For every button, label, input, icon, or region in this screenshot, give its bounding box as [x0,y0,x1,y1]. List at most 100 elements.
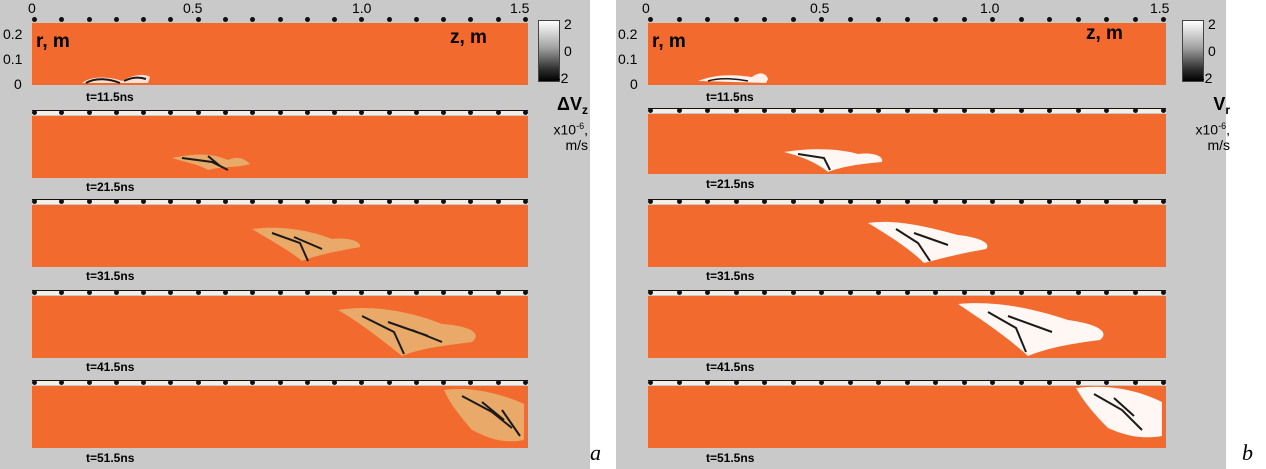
axis-tick-mark [113,199,119,204]
r-axis-label: r, m [36,31,70,52]
axis-tick-mark [32,110,37,115]
disturbance-plume [784,149,883,172]
axis-tick-mark [1161,199,1166,204]
time-label: t=21.5ns [86,180,135,194]
axis-tick-mark [141,110,147,115]
axis-tick-mark [876,290,881,295]
time-label: t=11.5ns [706,90,754,104]
axis-tick-mark [705,380,710,385]
axis-tick-mark [961,17,967,22]
axis-tick-mark [1132,17,1138,22]
axis-tick-mark [304,110,310,115]
axis-tick-mark [733,108,739,113]
colorbar-max: 2 [564,16,572,32]
axis-tick-mark [819,17,824,22]
axis-tick-mark [847,380,853,385]
axis-tick-mark [523,17,528,22]
r-axis-label: r, m [652,31,686,52]
axis-tick-mark [359,380,365,385]
axis-tick-mark [59,199,65,204]
axis-tick-mark [819,199,824,204]
axis-tick-mark [1047,380,1052,385]
panel-1: r, m z, m [648,17,1166,87]
axis-tick-mark [1018,199,1024,204]
axis-tick-mark [648,290,653,295]
time-label: t=31.5ns [706,269,755,283]
axis-tick-mark [904,290,910,295]
axis-tick-mark [1132,380,1138,385]
axis-tick-mark [86,199,92,204]
panel-5 [32,380,528,448]
axis-tick-mark [413,290,419,295]
field-area [648,386,1166,448]
disturbance-plume [338,307,476,356]
axis-tick-mark [1161,108,1166,113]
axis-tick-mark [1104,199,1109,204]
axis-tick-mark [705,199,710,204]
axis-tick-mark [468,199,474,204]
x-tick-label: 1.0 [352,0,372,16]
axis-tick-mark [762,17,767,22]
disturbance-plume [1076,386,1162,438]
axis-tick-mark [1018,17,1024,22]
time-label: t=41.5ns [86,360,135,374]
axis-tick-mark [386,380,392,385]
axis-tick-mark [847,290,853,295]
axis-tick-mark [468,290,474,295]
x-tick-label: 1.5 [510,0,530,16]
colorbar-max: 2 [1208,16,1216,32]
axis-tick-mark [32,380,37,385]
axis-tick-mark [113,110,119,115]
disturbance-plume [444,388,524,442]
axis-tick-mark [1018,290,1024,295]
axis-tick-mark [195,290,201,295]
axis-tick-mark [523,199,528,204]
time-label: t=11.5ns [86,90,134,104]
axis-tick-mark [86,380,92,385]
axis-tick-mark [1104,290,1109,295]
axis-tick-mark [495,290,501,295]
axis-tick-mark [413,199,419,204]
x-tick-label: 0.5 [810,0,830,16]
axis-tick-mark [933,17,938,22]
axis-tick-mark [59,380,65,385]
axis-tick-mark [523,110,528,115]
axis-tick-mark [495,380,501,385]
axis-tick-mark [790,108,796,113]
y-tick-label: 0.1 [618,51,638,67]
y-tick-label: 0 [630,76,638,92]
axis-tick-mark [648,199,653,204]
axis-tick-mark [762,108,767,113]
axis-tick-mark [495,110,501,115]
axis-tick-mark [332,110,338,115]
axis-tick-mark [705,290,710,295]
axis-tick-mark [676,108,682,113]
time-label: t=31.5ns [86,269,135,283]
axis-tick-mark [733,380,739,385]
field-area [32,116,528,178]
axis-tick-mark [1161,290,1166,295]
field-area [648,114,1166,174]
axis-tick-mark [733,199,739,204]
axis-tick-mark [1132,199,1138,204]
axis-tick-mark [648,108,653,113]
axis-tick-mark [495,199,501,204]
disturbance-plume [252,227,361,262]
axis-tick-mark [195,110,201,115]
axis-tick-mark [386,199,392,204]
axis-tick-mark [386,290,392,295]
axis-tick-mark [1018,108,1024,113]
axis-tick-mark [250,17,256,22]
panel-4 [32,290,528,358]
axis-tick-mark [819,380,824,385]
disturbance-plume [82,74,150,84]
axis-tick-mark [1161,380,1166,385]
axis-tick-mark [762,290,767,295]
axis-tick-mark [441,110,447,115]
y-tick-label: 0.1 [3,51,23,67]
axis-tick-mark [86,110,92,115]
axis-tick-mark [648,380,653,385]
time-label: t=21.5ns [706,177,755,191]
axis-tick-mark [1132,108,1138,113]
axis-tick-mark [250,199,256,204]
